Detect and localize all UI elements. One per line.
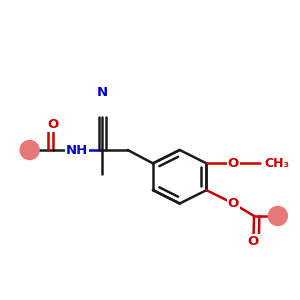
Text: O: O [228, 197, 239, 210]
Circle shape [20, 140, 39, 160]
Text: CH₃: CH₃ [264, 157, 290, 170]
Text: NH: NH [66, 143, 88, 157]
Circle shape [268, 206, 287, 226]
Text: O: O [48, 118, 59, 131]
Text: O: O [248, 235, 259, 248]
Text: N: N [97, 85, 108, 98]
Text: O: O [228, 157, 239, 170]
